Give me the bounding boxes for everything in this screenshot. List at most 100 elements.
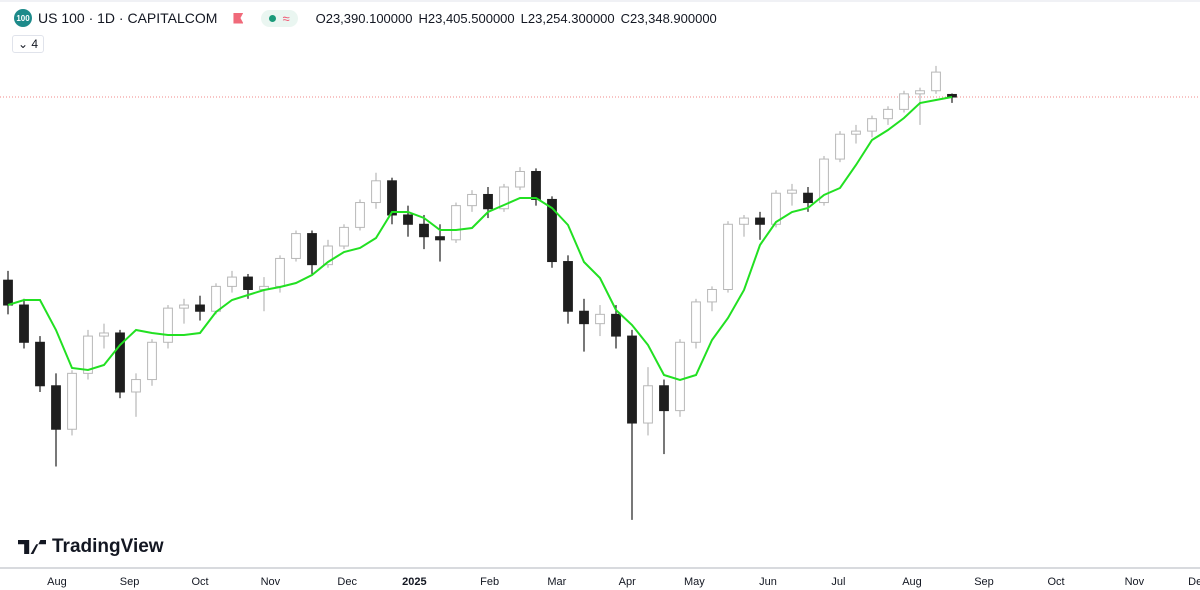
candle-body: [787, 189, 797, 194]
candle-body: [67, 372, 77, 430]
ohlc-key: H: [418, 11, 428, 26]
candle-body: [51, 385, 61, 430]
x-tick-label: Sep: [974, 576, 994, 588]
candle-body: [883, 108, 893, 120]
candle-body: [355, 202, 365, 228]
x-tick-label: Jul: [831, 576, 845, 588]
candle-body: [19, 304, 29, 343]
flag-icon[interactable]: [233, 12, 244, 24]
candle-body: [195, 304, 205, 312]
ohlc-value: 23,390.100000: [325, 11, 413, 26]
ohlc-item: L23,254.300000: [521, 11, 615, 26]
candle-body: [371, 180, 381, 204]
ohlc-value: 23,348.900000: [630, 11, 717, 26]
candle-body: [131, 379, 141, 393]
candle-body: [211, 285, 221, 312]
ohlc: O23,390.100000 H23,405.500000 L23,254.3000…: [316, 10, 723, 26]
candle-body: [179, 304, 189, 309]
candle-body: [835, 133, 845, 160]
header: 100 US 100 · 1D · CAPITALCOM ≈ O23,390.1…: [14, 9, 723, 27]
x-tick-label: May: [684, 576, 705, 588]
candle-body: [387, 180, 397, 216]
x-tick-label: Mar: [547, 576, 566, 588]
x-tick-label: Jun: [759, 576, 777, 588]
candle-body: [899, 93, 909, 110]
candle-body: [723, 223, 733, 290]
candle-body: [323, 245, 333, 266]
candle-body: [467, 193, 477, 207]
candle-body: [3, 279, 13, 306]
brand-name: TradingView: [52, 536, 164, 557]
ohlc-key: O: [315, 11, 326, 26]
candle-body: [643, 385, 653, 424]
candle-body: [115, 332, 125, 393]
candle-body: [595, 313, 605, 325]
branding: TradingView: [18, 536, 164, 558]
candle-body: [579, 310, 589, 325]
status-pill[interactable]: ≈: [261, 9, 298, 27]
x-tick-label: Nov: [1125, 576, 1145, 588]
ohlc-value: 23,254.300000: [527, 11, 615, 26]
candle-body: [755, 217, 765, 225]
candle-body: [563, 261, 573, 312]
candle-body: [739, 217, 749, 225]
candle-body: [531, 170, 541, 200]
candle-body: [499, 186, 509, 210]
ohlc-value: 23,405.500000: [427, 11, 515, 26]
candle-body: [83, 335, 93, 374]
indicator-line: [7, 96, 953, 382]
candle-body: [803, 192, 813, 204]
ohlc-key: L: [520, 11, 528, 26]
candle-body: [275, 257, 285, 287]
candle-body: [403, 214, 413, 225]
candle-body: [483, 193, 493, 210]
candle-body: [147, 341, 157, 381]
x-tick-label: Dec: [337, 576, 357, 588]
candle-body: [99, 332, 109, 337]
candle-body: [867, 118, 877, 132]
candle-body: [691, 301, 701, 343]
x-tick-label: Sep: [120, 576, 140, 588]
indicators-count: 4: [31, 37, 39, 51]
candle-body: [163, 307, 173, 343]
candle-body: [611, 313, 621, 337]
x-tick-label: Apr: [619, 576, 636, 588]
candle-body: [243, 276, 253, 290]
candle-body: [659, 385, 669, 412]
ohlc-key: C: [620, 11, 631, 26]
candle-body: [307, 233, 317, 266]
candle-body: [35, 341, 45, 387]
candle-body: [851, 130, 861, 135]
candle-body: [339, 226, 349, 247]
candle-body: [451, 205, 461, 241]
candle-body: [435, 236, 445, 241]
ohlc-item: C23,348.900000: [621, 11, 717, 26]
candle-body: [819, 158, 829, 204]
candle-body: [915, 90, 925, 95]
x-tick-label: Oct: [191, 576, 208, 588]
symbol-badge: 100: [14, 9, 32, 27]
indicator-icon: ≈: [282, 10, 290, 26]
x-tick-label: De: [1188, 576, 1200, 588]
symbol[interactable]: US 100 · 1D · CAPITALCOM: [38, 10, 218, 26]
candle-body: [419, 223, 429, 238]
candle-body: [227, 276, 237, 287]
x-tick-label: 2025: [402, 576, 426, 588]
x-tick-label: Nov: [261, 576, 281, 588]
indicators-toggle[interactable]: ⌄ 4: [12, 35, 45, 53]
candle-body: [627, 335, 637, 424]
x-tick-label: Aug: [47, 576, 67, 588]
candle-body: [707, 288, 717, 303]
candle-body: [931, 71, 941, 92]
x-tick-label: Aug: [902, 576, 922, 588]
x-tick-label: Oct: [1047, 576, 1064, 588]
ohlc-item: O23,390.100000: [316, 11, 413, 26]
candle-body: [675, 341, 685, 412]
candle-body: [515, 170, 525, 188]
x-tick-label: Feb: [480, 576, 499, 588]
candle-body: [291, 233, 301, 259]
candle-body: [771, 192, 781, 225]
candle-body: [547, 198, 557, 263]
